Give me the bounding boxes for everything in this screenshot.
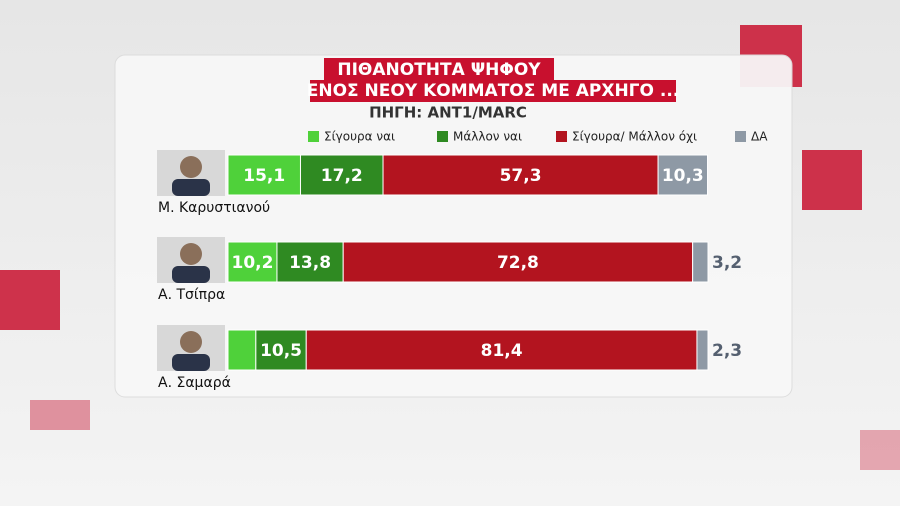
category-label: Α. Τσίπρα (158, 287, 225, 303)
value-label: 57,3 (500, 166, 542, 186)
legend-swatch (437, 131, 448, 142)
bar-segment (299, 154, 384, 196)
value-label: 10,3 (662, 166, 704, 186)
panel (114, 54, 793, 398)
value-label: 72,8 (497, 253, 539, 273)
photo-body (172, 179, 210, 196)
legend-swatch (556, 131, 567, 142)
value-label: 81,4 (481, 341, 523, 361)
value-label: 3,2 (712, 253, 742, 273)
value-label: 10,2 (232, 253, 274, 273)
category-label: Μ. Καρυστιανού (158, 200, 270, 216)
bar-segment (657, 154, 709, 196)
legend-label: Σίγουρα ναι (324, 130, 395, 144)
legend-label: Μάλλον ναι (453, 130, 522, 144)
bar-segment (692, 241, 709, 283)
title-box (310, 80, 676, 102)
legend-label: Σίγουρα/ Μάλλον όχι (572, 130, 697, 144)
legend-label: ΔΑ (751, 130, 768, 144)
value-label: 17,2 (321, 166, 363, 186)
legend-swatch (735, 131, 746, 142)
category-label: Α. Σαμαρά (158, 375, 231, 391)
photo-body (172, 266, 210, 283)
title-box (324, 58, 554, 80)
value-label: 10,5 (260, 341, 302, 361)
value-label: 13,8 (289, 253, 331, 273)
bar-segment (276, 241, 344, 283)
photo-body (172, 354, 210, 371)
legend-swatch (308, 131, 319, 142)
bar-segment (227, 154, 301, 196)
bar-segment (227, 329, 257, 371)
photo-head (180, 331, 202, 353)
value-label: 15,1 (243, 166, 285, 186)
chart-title: ΕΝΟΣ ΝΕΟΥ ΚΟΜΜΑΤΟΣ ΜΕ ΑΡΧΗΓΟ ... (307, 81, 680, 101)
value-label: 2,3 (712, 341, 742, 361)
source: ΠΗΓΗ: ANT1/MARC (369, 104, 527, 122)
bar-segment (342, 241, 694, 283)
chart-title: ΠΙΘΑΝΟΤΗΤΑ ΨΗΦΟΥ (337, 60, 541, 80)
photo-head (180, 156, 202, 178)
bar-segment (227, 241, 278, 283)
bar-segment (382, 154, 659, 196)
bar-segment (696, 329, 709, 371)
bar-segment (305, 329, 698, 371)
photo-head (180, 243, 202, 265)
